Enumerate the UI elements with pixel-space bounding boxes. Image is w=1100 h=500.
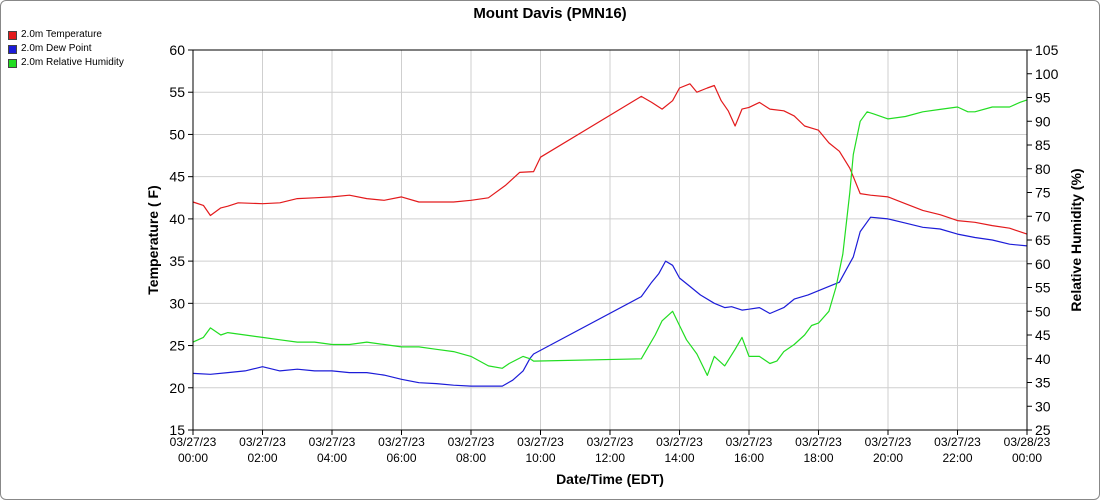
- x-tick-label-time: 00:00: [1012, 451, 1042, 465]
- legend-label-dew-point: 2.0m Dew Point: [21, 43, 92, 54]
- x-tick-label-time: 08:00: [456, 451, 486, 465]
- x-tick-label-date: 03/27/23: [934, 435, 981, 449]
- x-tick-label-date: 03/27/23: [656, 435, 703, 449]
- x-tick-label-time: 06:00: [386, 451, 416, 465]
- x-tick-label-date: 03/28/23: [1004, 435, 1051, 449]
- y-left-tick-label: 50: [169, 126, 185, 142]
- x-tick-label-date: 03/27/23: [795, 435, 842, 449]
- y-right-tick-label: 65: [1035, 232, 1051, 248]
- y-right-tick-label: 25: [1035, 422, 1051, 438]
- y-right-tick-label: 95: [1035, 90, 1051, 106]
- y-left-tick-label: 25: [169, 338, 185, 354]
- x-tick-label-date: 03/27/23: [309, 435, 356, 449]
- y-axis-right-label: Relative Humidity (%): [1068, 168, 1084, 311]
- legend-item-relative-humidity: 2.0m Relative Humidity: [8, 56, 124, 70]
- y-right-tick-label: 70: [1035, 208, 1051, 224]
- y-right-tick-label: 75: [1035, 185, 1051, 201]
- x-tick-label-time: 14:00: [664, 451, 694, 465]
- y-right-tick-label: 40: [1035, 351, 1051, 367]
- x-axis-label: Date/Time (EDT): [556, 471, 664, 487]
- x-tick-label-time: 16:00: [734, 451, 764, 465]
- tick-labels: 15 20 25 30 35 40 45 50 55 60 25 30 35 40 45 50 55 60 65 70…: [169, 42, 1058, 465]
- chart-title: Mount Davis (PMN16): [473, 5, 627, 22]
- legend-label-temperature: 2.0m Temperature: [21, 29, 102, 40]
- series-line-temperature: [192, 83, 1028, 235]
- x-tick-label-date: 03/27/23: [865, 435, 912, 449]
- series-line-relative-humidity: [192, 99, 1028, 376]
- x-tick-label-date: 03/27/23: [378, 435, 425, 449]
- plot-border: [192, 49, 1028, 431]
- grid-lines: [192, 49, 1028, 431]
- x-tick-label-time: 18:00: [803, 451, 833, 465]
- y-right-tick-label: 80: [1035, 161, 1051, 177]
- x-tick-label-date: 03/27/23: [170, 435, 217, 449]
- y-right-tick-label: 105: [1035, 42, 1059, 58]
- y-right-tick-label: 45: [1035, 327, 1051, 343]
- y-right-tick-label: 100: [1035, 66, 1059, 82]
- y-left-tick-label: 60: [169, 42, 185, 58]
- x-tick-label-time: 02:00: [247, 451, 277, 465]
- y-left-tick-label: 45: [169, 169, 185, 185]
- y-left-tick-label: 40: [169, 211, 185, 227]
- y-right-tick-label: 90: [1035, 113, 1051, 129]
- series-line-dew-point: [192, 216, 1028, 387]
- legend-item-temperature: 2.0m Temperature: [8, 28, 124, 42]
- x-tick-label-time: 12:00: [595, 451, 625, 465]
- y-left-tick-label: 20: [169, 380, 185, 396]
- y-left-tick-label: 55: [169, 84, 185, 100]
- y-right-tick-label: 55: [1035, 280, 1051, 296]
- y-right-tick-label: 85: [1035, 137, 1051, 153]
- legend-item-dew-point: 2.0m Dew Point: [8, 42, 124, 56]
- y-right-tick-label: 60: [1035, 256, 1051, 272]
- y-right-tick-label: 35: [1035, 375, 1051, 391]
- legend-swatch-dew-point: [8, 44, 17, 54]
- x-tick-label-time: 04:00: [317, 451, 347, 465]
- legend-label-relative-humidity: 2.0m Relative Humidity: [21, 57, 124, 68]
- y-axis-left-label: Temperature ( F): [145, 185, 161, 294]
- y-left-tick-label: 35: [169, 253, 185, 269]
- y-left-tick-label: 30: [169, 295, 185, 311]
- x-tick-label-date: 03/27/23: [587, 435, 634, 449]
- y-right-tick-label: 30: [1035, 398, 1051, 414]
- y-right-tick-label: 50: [1035, 303, 1051, 319]
- legend-swatch-temperature: [8, 30, 17, 40]
- x-tick-label-time: 00:00: [178, 451, 208, 465]
- x-tick-label-date: 03/27/23: [726, 435, 773, 449]
- y-left-tick-label: 15: [169, 422, 185, 438]
- series-lines: [192, 83, 1028, 387]
- legend-swatch-relative-humidity: [8, 58, 17, 68]
- x-tick-label-time: 10:00: [525, 451, 555, 465]
- chart-legend: 2.0m Temperature 2.0m Dew Point 2.0m Rel…: [8, 28, 124, 70]
- x-tick-label-date: 03/27/23: [448, 435, 495, 449]
- x-tick-label-time: 20:00: [873, 451, 903, 465]
- x-tick-label-date: 03/27/23: [517, 435, 564, 449]
- x-tick-label-time: 22:00: [942, 451, 972, 465]
- x-tick-label-date: 03/27/23: [239, 435, 286, 449]
